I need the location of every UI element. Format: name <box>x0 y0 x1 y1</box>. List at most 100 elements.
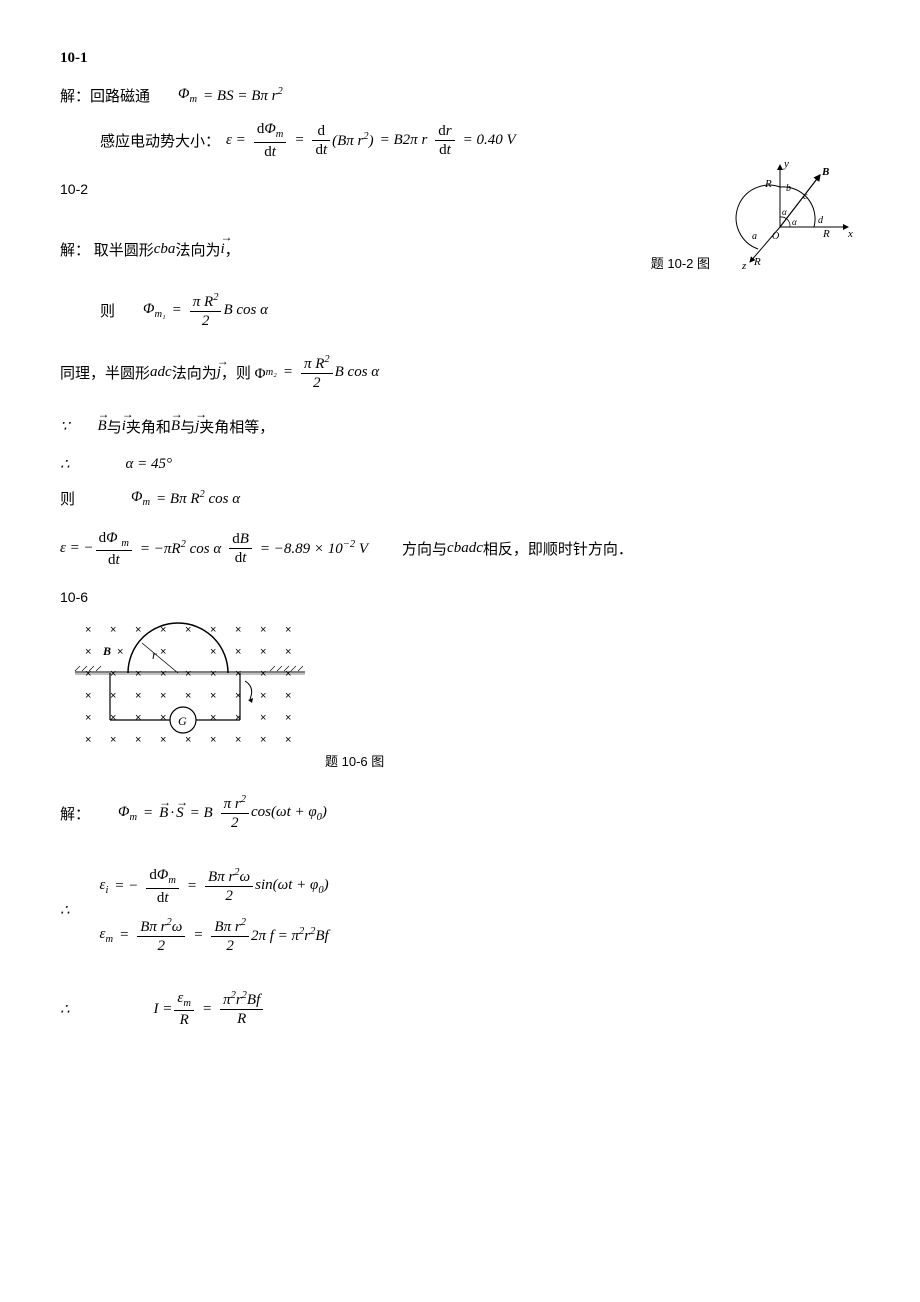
eq: = <box>172 302 182 319</box>
text: 法向为 <box>172 362 217 383</box>
val: = −8.89 × 10−2 V <box>260 539 368 558</box>
eps: ε = <box>226 132 246 149</box>
bcosa: B cos α <box>223 302 268 319</box>
p106-eps-m: εm = Bπ r2ω 2 = Bπ r2 2 2π f = π2r2Bf <box>100 917 329 955</box>
svg-text:×: × <box>160 646 166 658</box>
mid: = −πR2 cos α <box>140 539 221 558</box>
heading-10-6: 10-6 <box>60 589 860 605</box>
therefore-symbol: ∴ <box>60 901 70 920</box>
svg-text:×: × <box>235 734 241 746</box>
heading-10-1: 10-1 <box>60 50 860 67</box>
svg-text:×: × <box>160 712 166 724</box>
eps-i: εi <box>100 877 109 896</box>
eq: = <box>193 927 203 944</box>
eq: = Bπ R2 cos α <box>156 489 240 508</box>
svg-text:×: × <box>110 734 116 746</box>
eq: = − <box>114 878 138 895</box>
diagram-10-6: ××××××××× ×B×××××× ××××××××× ××××××××× ×… <box>70 615 315 770</box>
p102-phi-m1: 则 Φm₁ = π R2 2 B cos α <box>100 292 860 330</box>
eq-rhs: = BS = Bπ r2 <box>203 86 283 105</box>
svg-text:×: × <box>185 690 191 702</box>
therefore-symbol: ∴ <box>60 1000 70 1019</box>
svg-text:×: × <box>185 624 191 636</box>
svg-text:×: × <box>285 646 291 658</box>
svg-text:α: α <box>792 217 797 227</box>
svg-text:×: × <box>85 734 91 746</box>
frac-bpir2-2: Bπ r2 2 <box>211 917 249 955</box>
adc: adc <box>150 364 172 381</box>
svg-text:×: × <box>210 624 216 636</box>
p106-I: ∴ I = εm R = π2r2Bf R <box>60 989 860 1030</box>
svg-text:×: × <box>85 712 91 724</box>
paren: ((Bπ rBπ r2) <box>332 131 374 150</box>
phi-m: Φm <box>178 86 197 105</box>
cos: cos(ωt + φ0) <box>251 804 327 823</box>
p106-eps-i: εi = − dΦm dt = Bπ r2ω 2 sin(ωt + φ0) <box>100 866 329 907</box>
svg-text:O: O <box>772 231 779 242</box>
eq: = <box>294 132 304 149</box>
svg-text:×: × <box>285 734 291 746</box>
svg-text:×: × <box>285 624 291 636</box>
svg-text:c: c <box>803 191 808 202</box>
frac-bpir2w-2: Bπ r2ω 2 <box>205 867 253 905</box>
svg-text:r: r <box>152 648 157 662</box>
i-vector: i <box>122 418 126 435</box>
svg-text:a: a <box>752 231 757 242</box>
svg-text:×: × <box>210 690 216 702</box>
svg-text:×: × <box>260 734 266 746</box>
svg-text:×: × <box>210 646 216 658</box>
eps-m: εm <box>100 926 114 945</box>
svg-text:×: × <box>160 690 166 702</box>
svg-text:×: × <box>160 734 166 746</box>
svg-text:×: × <box>110 690 116 702</box>
p102-therefore: ∴ α = 45° <box>60 455 860 474</box>
text: 解：回路磁通 <box>60 85 150 106</box>
svg-text:y: y <box>783 158 789 170</box>
direction: 方向与 <box>402 538 447 559</box>
sub: m₂ <box>266 367 277 378</box>
therefore-symbol: ∴ <box>60 455 70 474</box>
svg-text:×: × <box>135 624 141 636</box>
text: 解： 取半圆形 <box>60 239 154 260</box>
svg-text:×: × <box>135 690 141 702</box>
cbadc: cbadc <box>447 540 483 557</box>
svg-text:G: G <box>178 714 187 728</box>
svg-text:×: × <box>135 734 141 746</box>
b-vector: B <box>171 418 180 435</box>
phi-m: Φm <box>118 804 137 823</box>
p102-line3: 同理，半圆形 adc 法向为 j ，则 Φm₂ = π R2 2 B cos α <box>60 354 860 392</box>
eq-mid: = B2π r <box>380 132 428 149</box>
svg-text:x: x <box>847 228 853 240</box>
svg-text:×: × <box>85 690 91 702</box>
result: = 0.40 V <box>463 132 516 149</box>
then: 则 <box>100 300 115 321</box>
fig-10-2-label: 题 10-2 图 <box>651 253 710 272</box>
solve: 解： <box>60 803 90 824</box>
frac-pir2-2: π r2 2 <box>221 794 249 832</box>
svg-text:z: z <box>741 260 747 272</box>
frac-dphi-dt: ddΦΦm dt <box>254 120 287 161</box>
bcosa2: B cos α <box>335 364 380 381</box>
eq: = <box>119 927 129 944</box>
sin: sin(ωt + φ0) <box>255 877 328 896</box>
svg-text:α: α <box>782 207 787 217</box>
text: 同理，半圆形 <box>60 362 150 383</box>
svg-text:×: × <box>110 712 116 724</box>
I-eq: I = <box>154 1001 173 1018</box>
svg-text:×: × <box>260 624 266 636</box>
text: 法向为 <box>175 239 220 260</box>
svg-text:×: × <box>185 734 191 746</box>
direction2: 相反，即顺时针方向． <box>483 538 633 559</box>
i-vector: i <box>220 241 224 258</box>
b-vector: B <box>98 418 107 435</box>
then: 则 <box>60 488 75 509</box>
svg-text:×: × <box>260 712 266 724</box>
cba: cba <box>154 241 176 258</box>
frac-pi2r2bf-R: π2r2Bf R <box>220 990 263 1028</box>
phi-m: Φm <box>131 489 150 508</box>
svg-text:×: × <box>235 646 241 658</box>
alpha45: α = 45° <box>126 456 173 473</box>
p102-phi-m: 则 Φm = Bπ R2 cos α <box>60 488 860 509</box>
svg-text:b: b <box>786 183 791 194</box>
svg-text:×: × <box>85 646 91 658</box>
